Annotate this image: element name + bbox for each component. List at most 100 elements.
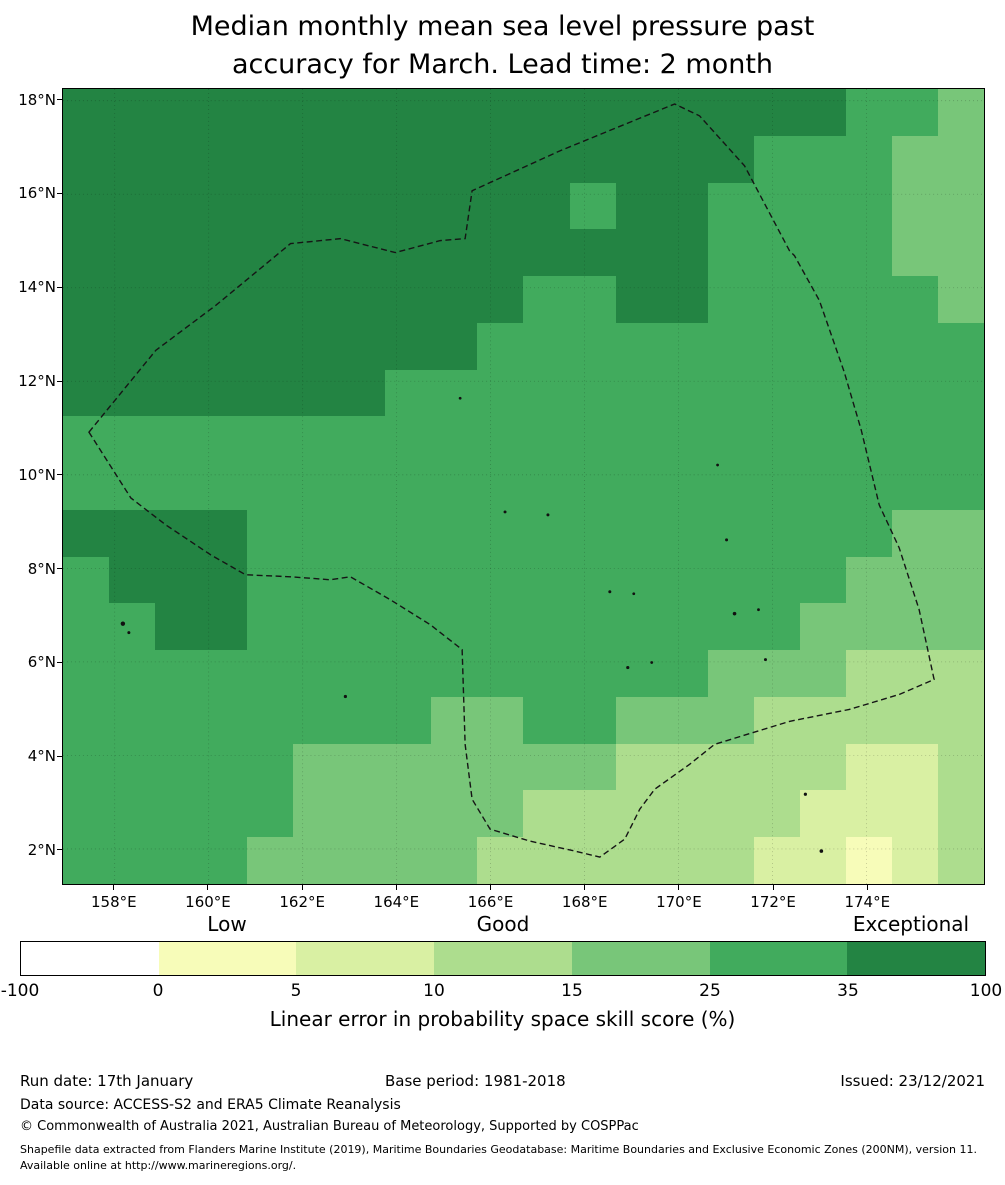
island-mark (632, 592, 636, 596)
grid-cell (201, 276, 248, 323)
grid-cell (799, 135, 846, 183)
grid-cell (431, 322, 478, 370)
grid-cell (753, 837, 800, 884)
grid-cell (707, 369, 754, 417)
grid-cell (753, 556, 800, 604)
grid-cell (385, 416, 432, 464)
grid-cell (523, 650, 570, 697)
grid-cell (339, 322, 386, 370)
grid-cell (845, 509, 892, 557)
grid-cell (385, 743, 432, 791)
grid-cell (339, 135, 386, 183)
grid-cell (615, 276, 662, 323)
grid-cell (569, 182, 616, 230)
grid-cell (707, 837, 754, 884)
grid-cell (339, 369, 386, 417)
grid-cell (63, 509, 110, 557)
grid-cell (477, 416, 524, 464)
grid-cell (615, 603, 662, 651)
title-line-1: Median monthly mean sea level pressure p… (190, 11, 815, 42)
grid-cell (109, 135, 156, 183)
grid-cell (431, 135, 478, 183)
grid-cell (661, 603, 708, 651)
grid-cell (569, 322, 616, 370)
y-tick-mark (57, 849, 62, 851)
grid-cell (477, 276, 524, 323)
grid-cell (63, 463, 110, 510)
grid-cell (339, 276, 386, 323)
y-tick-mark (57, 568, 62, 570)
grid-cell (201, 556, 248, 604)
grid-cell (247, 556, 294, 604)
grid-cell (523, 790, 570, 838)
grid-cell (523, 556, 570, 604)
grid-cell (845, 322, 892, 370)
grid-cell (707, 603, 754, 651)
grid-cell (937, 603, 984, 651)
grid-cell (891, 276, 938, 323)
grid-cell (339, 696, 386, 744)
grid-cell (385, 463, 432, 510)
grid-cell (293, 556, 340, 604)
grid-cell (63, 135, 110, 183)
grid-cell (799, 509, 846, 557)
grid-cell (293, 89, 340, 136)
grid-cell (707, 89, 754, 136)
grid-cell (247, 696, 294, 744)
grid-cell (431, 416, 478, 464)
grid-cell (799, 463, 846, 510)
grid-cell (201, 322, 248, 370)
grid-cell (477, 790, 524, 838)
grid-cell (707, 322, 754, 370)
grid-cell (201, 463, 248, 510)
grid-cell (247, 182, 294, 230)
grid-cell (339, 790, 386, 838)
x-tick-label: 172°E (750, 893, 796, 911)
grid-cell (247, 509, 294, 557)
grid-cell (63, 743, 110, 791)
grid-cell (385, 369, 432, 417)
y-tick-label: 18°N (18, 90, 56, 109)
grid-cell (891, 416, 938, 464)
grid-cell (109, 603, 156, 651)
x-tick-mark (395, 885, 397, 890)
grid-cell (753, 322, 800, 370)
grid-cell (109, 696, 156, 744)
colorbar-tick-label: -100 (0, 981, 40, 1001)
grid-cell (431, 650, 478, 697)
grid-cell (477, 650, 524, 697)
grid-cell (523, 322, 570, 370)
grid-cell (523, 135, 570, 183)
x-tick-mark (772, 885, 774, 890)
grid-cell (937, 135, 984, 183)
grid-cell (293, 696, 340, 744)
colorbar-tick-label: 10 (423, 981, 445, 1001)
grid-cell (523, 276, 570, 323)
colorbar-segment (296, 942, 435, 975)
grid-cell (477, 322, 524, 370)
grid-cell (109, 182, 156, 230)
grid-cell (293, 603, 340, 651)
grid-cell (661, 276, 708, 323)
grid-cell (201, 743, 248, 791)
grid-cell (155, 650, 202, 697)
grid-cell (799, 416, 846, 464)
y-tick-mark (57, 474, 62, 476)
grid-cell (845, 603, 892, 651)
grid-cell (109, 369, 156, 417)
grid-cell (109, 743, 156, 791)
grid-cell (799, 556, 846, 604)
grid-cell (615, 369, 662, 417)
grid-cell (247, 603, 294, 651)
grid-cell (339, 509, 386, 557)
grid-cell (293, 837, 340, 884)
grid-cell (63, 276, 110, 323)
grid-cell (109, 463, 156, 510)
grid-cell (891, 322, 938, 370)
x-tick-mark (490, 885, 492, 890)
grid-cell (937, 556, 984, 604)
grid-cell (569, 603, 616, 651)
figure-title: Median monthly mean sea level pressure p… (0, 8, 1005, 84)
grid-cell (845, 182, 892, 230)
